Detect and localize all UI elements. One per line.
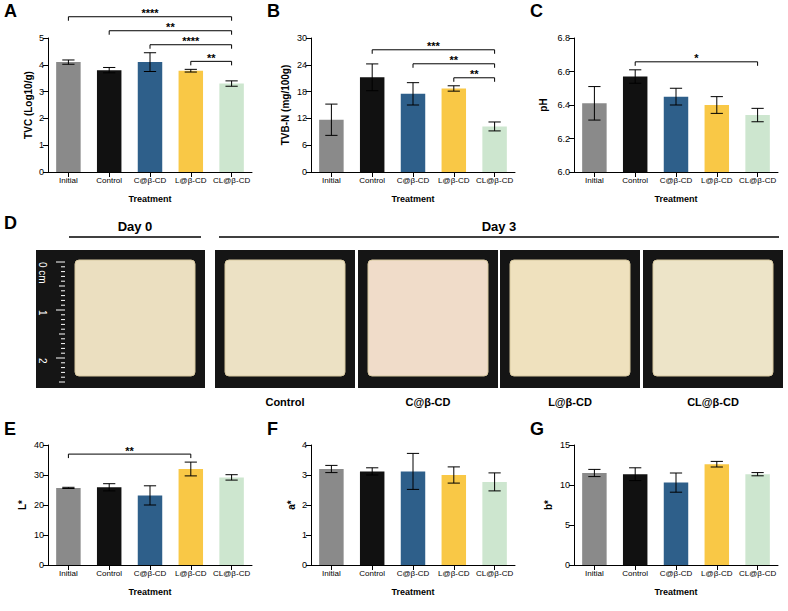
svg-text:6.8: 6.8 [557, 33, 570, 43]
svg-text:0: 0 [565, 560, 570, 570]
svg-text:L@β-CD: L@β-CD [701, 569, 733, 578]
svg-text:10: 10 [34, 530, 44, 540]
svg-text:1: 1 [37, 310, 48, 316]
svg-text:**: ** [166, 21, 175, 33]
svg-text:Initial: Initial [322, 176, 341, 185]
svg-text:6: 6 [302, 140, 307, 150]
svg-text:Treatment: Treatment [654, 194, 697, 204]
svg-text:C@β-CD: C@β-CD [406, 396, 451, 408]
svg-text:Initial: Initial [585, 569, 604, 578]
svg-text:0: 0 [39, 560, 44, 570]
svg-text:**: ** [125, 445, 134, 457]
svg-text:B: B [267, 1, 280, 21]
svg-text:C: C [530, 1, 543, 21]
svg-text:3: 3 [39, 87, 44, 97]
svg-text:CL@β-CD: CL@β-CD [476, 569, 513, 578]
svg-text:F: F [267, 419, 278, 439]
svg-text:2: 2 [39, 113, 44, 123]
svg-text:L@β-CD: L@β-CD [701, 176, 733, 185]
svg-text:L*: L* [17, 500, 28, 510]
svg-text:**: ** [450, 54, 459, 66]
svg-text:30: 30 [34, 470, 44, 480]
svg-text:Treatment: Treatment [391, 194, 434, 204]
svg-text:Control: Control [96, 176, 122, 185]
svg-text:G: G [530, 419, 544, 439]
svg-text:0 cm: 0 cm [37, 262, 48, 284]
svg-text:5: 5 [565, 520, 570, 530]
svg-text:Treatment: Treatment [128, 194, 171, 204]
svg-text:C@β-CD: C@β-CD [397, 569, 430, 578]
svg-text:CL@β-CD: CL@β-CD [739, 569, 776, 578]
svg-text:A: A [4, 1, 17, 21]
svg-text:D: D [4, 213, 17, 233]
svg-text:CL@β-CD: CL@β-CD [213, 176, 250, 185]
svg-text:Control: Control [96, 569, 122, 578]
svg-text:Day 3: Day 3 [482, 219, 517, 234]
svg-text:TVC (Log10/g): TVC (Log10/g) [23, 71, 34, 139]
svg-text:Control: Control [359, 569, 385, 578]
svg-text:1: 1 [302, 530, 307, 540]
svg-text:Initial: Initial [322, 569, 341, 578]
svg-text:Day 0: Day 0 [118, 219, 153, 234]
svg-text:***: *** [427, 40, 441, 52]
svg-text:C@β-CD: C@β-CD [660, 569, 693, 578]
svg-text:L@β-CD: L@β-CD [548, 396, 592, 408]
svg-text:6.4: 6.4 [557, 100, 570, 110]
svg-text:E: E [4, 419, 16, 439]
svg-text:0: 0 [302, 167, 307, 177]
svg-text:Control: Control [622, 176, 648, 185]
svg-text:40: 40 [34, 440, 44, 450]
svg-text:2: 2 [302, 500, 307, 510]
svg-text:**: ** [470, 68, 479, 80]
svg-text:Treatment: Treatment [391, 587, 434, 597]
svg-text:b*: b* [543, 500, 554, 510]
svg-text:10: 10 [560, 480, 570, 490]
svg-text:C@β-CD: C@β-CD [660, 176, 693, 185]
svg-text:CL@β-CD: CL@β-CD [476, 176, 513, 185]
svg-text:Treatment: Treatment [128, 587, 171, 597]
svg-text:CL@β-CD: CL@β-CD [739, 176, 776, 185]
svg-text:24: 24 [297, 60, 307, 70]
svg-text:15: 15 [560, 440, 570, 450]
svg-text:0: 0 [39, 167, 44, 177]
svg-text:C@β-CD: C@β-CD [134, 569, 167, 578]
svg-text:Control: Control [622, 569, 648, 578]
svg-text:Initial: Initial [585, 176, 604, 185]
svg-text:TVB-N (mg/100g): TVB-N (mg/100g) [280, 65, 291, 146]
svg-text:20: 20 [34, 500, 44, 510]
svg-text:4: 4 [302, 440, 307, 450]
svg-text:0: 0 [302, 560, 307, 570]
svg-text:Initial: Initial [59, 569, 78, 578]
svg-text:2: 2 [37, 358, 48, 364]
svg-text:1: 1 [39, 140, 44, 150]
svg-text:**: ** [207, 52, 216, 64]
svg-text:12: 12 [297, 113, 307, 123]
svg-text:6.0: 6.0 [557, 167, 570, 177]
svg-text:Treatment: Treatment [654, 587, 697, 597]
svg-text:L@β-CD: L@β-CD [438, 176, 470, 185]
svg-text:*: * [694, 52, 699, 64]
svg-text:18: 18 [297, 87, 307, 97]
svg-text:6.6: 6.6 [557, 67, 570, 77]
svg-text:L@β-CD: L@β-CD [175, 176, 207, 185]
svg-text:4: 4 [39, 60, 44, 70]
svg-text:L@β-CD: L@β-CD [438, 569, 470, 578]
svg-text:C@β-CD: C@β-CD [397, 176, 430, 185]
svg-text:C@β-CD: C@β-CD [134, 176, 167, 185]
svg-text:CL@β-CD: CL@β-CD [687, 396, 739, 408]
svg-text:30: 30 [297, 33, 307, 43]
svg-text:6.2: 6.2 [557, 134, 570, 144]
svg-text:pH: pH [538, 98, 549, 111]
svg-text:3: 3 [302, 470, 307, 480]
svg-text:CL@β-CD: CL@β-CD [213, 569, 250, 578]
svg-text:a*: a* [286, 500, 297, 510]
svg-text:Control: Control [265, 396, 304, 408]
svg-text:****: **** [141, 7, 159, 19]
svg-text:Initial: Initial [59, 176, 78, 185]
svg-text:5: 5 [39, 33, 44, 43]
svg-text:****: **** [182, 35, 200, 47]
svg-text:Control: Control [359, 176, 385, 185]
svg-text:L@β-CD: L@β-CD [175, 569, 207, 578]
